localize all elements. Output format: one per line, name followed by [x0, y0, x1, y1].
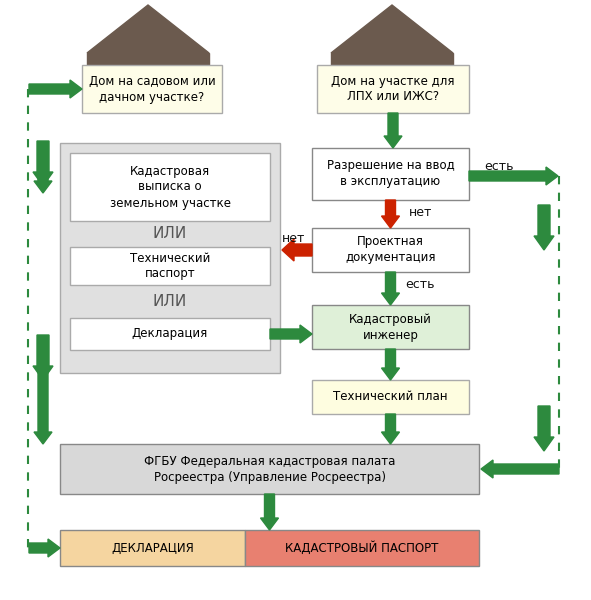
- FancyArrow shape: [534, 406, 554, 451]
- Text: ДЕКЛАРАЦИЯ: ДЕКЛАРАЦИЯ: [111, 541, 194, 554]
- FancyArrow shape: [261, 494, 278, 530]
- FancyArrow shape: [33, 141, 53, 186]
- Bar: [60, 530, 245, 566]
- FancyArrow shape: [29, 80, 82, 98]
- Text: нет: нет: [409, 205, 432, 218]
- Bar: [312, 380, 469, 414]
- FancyArrow shape: [382, 349, 400, 380]
- Polygon shape: [331, 5, 453, 53]
- Bar: [331, 53, 453, 67]
- Bar: [70, 153, 270, 221]
- FancyArrow shape: [33, 335, 53, 380]
- Bar: [312, 305, 469, 349]
- FancyArrow shape: [29, 539, 60, 557]
- FancyArrow shape: [534, 205, 554, 250]
- Text: Технический план: Технический план: [333, 391, 448, 403]
- Bar: [70, 318, 270, 350]
- Bar: [317, 65, 469, 113]
- Text: ИЛИ: ИЛИ: [153, 294, 187, 309]
- FancyArrow shape: [282, 239, 312, 261]
- Text: Кадастровый
инженер: Кадастровый инженер: [349, 313, 432, 341]
- Text: есть: есть: [406, 277, 435, 290]
- Bar: [312, 228, 469, 272]
- Text: Кадастровая
выписка о
земельном участке: Кадастровая выписка о земельном участке: [109, 164, 230, 209]
- Bar: [60, 143, 280, 373]
- Text: ФГБУ Федеральная кадастровая палата
Росреестра (Управление Росреестра): ФГБУ Федеральная кадастровая палата Роср…: [144, 455, 395, 484]
- Text: Дом на участке для
ЛПХ или ИЖС?: Дом на участке для ЛПХ или ИЖС?: [331, 74, 454, 103]
- Text: Технический
паспорт: Технический паспорт: [130, 251, 210, 280]
- Bar: [87, 53, 209, 67]
- Text: Дом на садовом или
дачном участке?: Дом на садовом или дачном участке?: [89, 74, 215, 103]
- FancyArrow shape: [34, 363, 52, 444]
- Polygon shape: [87, 5, 209, 53]
- FancyArrow shape: [382, 414, 400, 444]
- FancyArrow shape: [469, 167, 558, 185]
- FancyArrow shape: [34, 153, 52, 193]
- Bar: [60, 444, 479, 494]
- Text: Проектная
документация: Проектная документация: [345, 235, 436, 265]
- FancyArrow shape: [481, 460, 559, 478]
- FancyArrow shape: [270, 325, 312, 343]
- Bar: [245, 530, 479, 566]
- Bar: [312, 148, 469, 200]
- Bar: [70, 247, 270, 285]
- Text: нет: нет: [282, 232, 306, 245]
- Text: ИЛИ: ИЛИ: [153, 226, 187, 241]
- Bar: [82, 65, 222, 113]
- Text: Разрешение на ввод
в эксплуатацию: Разрешение на ввод в эксплуатацию: [327, 160, 454, 188]
- Text: КАДАСТРОВЫЙ ПАСПОРТ: КАДАСТРОВЫЙ ПАСПОРТ: [285, 541, 439, 555]
- Text: есть: есть: [484, 160, 514, 173]
- FancyArrow shape: [384, 113, 402, 148]
- Text: Декларация: Декларация: [132, 328, 208, 340]
- FancyArrow shape: [382, 200, 400, 228]
- FancyArrow shape: [382, 272, 400, 305]
